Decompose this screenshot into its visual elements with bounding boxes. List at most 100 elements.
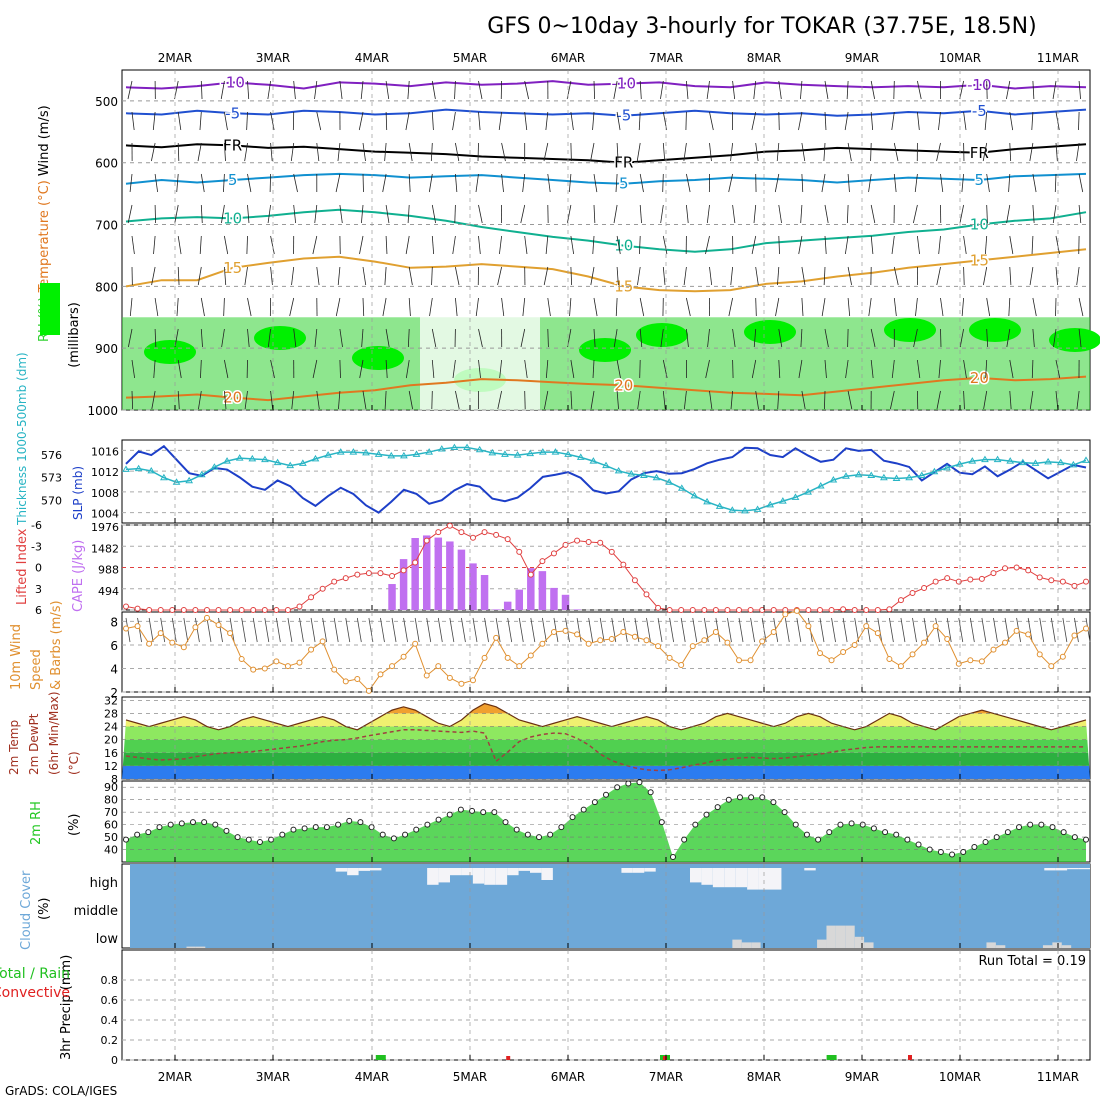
lifted-index-point xyxy=(967,576,974,583)
cloud-high-bar xyxy=(770,868,782,890)
cloud-high-bar xyxy=(427,868,439,885)
rh2m-point xyxy=(1049,824,1056,831)
lifted-index-point xyxy=(412,559,419,566)
rh2m-point xyxy=(480,809,487,816)
cloud-low-bar xyxy=(186,946,196,948)
wind-barb xyxy=(314,80,318,100)
wind-barb xyxy=(153,359,156,379)
wind-barb xyxy=(478,111,481,131)
rh2m-point xyxy=(725,796,732,803)
lifted-index-point xyxy=(770,607,777,613)
wind-barb xyxy=(501,297,505,317)
wind-barb xyxy=(177,359,182,379)
wind-barb xyxy=(384,390,387,410)
wind-barb xyxy=(917,111,920,131)
thickness-point xyxy=(589,457,598,464)
wind-barb xyxy=(206,617,212,643)
date-label-bottom: 4MAR xyxy=(355,1070,390,1084)
thickness-point xyxy=(690,491,699,499)
wind-barb xyxy=(870,142,872,162)
wind-speed-point xyxy=(585,640,592,647)
wind-barb xyxy=(197,266,202,286)
thickness-point xyxy=(475,445,484,453)
wind-barb xyxy=(800,204,803,224)
lifted-index-point xyxy=(712,607,719,613)
wind-barb xyxy=(382,297,387,317)
wind-barb xyxy=(637,390,641,410)
isotherm-line xyxy=(125,80,1087,90)
wind-speed-point xyxy=(423,672,430,679)
rh2m-point xyxy=(815,836,822,843)
wind-barb xyxy=(452,235,456,255)
wind-speed-point xyxy=(146,640,153,647)
precip-tick-label: 0.6 xyxy=(101,994,119,1007)
wind-barb xyxy=(870,111,874,131)
thickness-point xyxy=(943,463,951,471)
wind-barb xyxy=(1055,235,1060,255)
lifted-index-point xyxy=(921,585,928,592)
cloud-high-bar xyxy=(507,868,519,876)
wind-barb xyxy=(455,173,458,193)
wind-barb xyxy=(593,297,598,317)
wind-barb xyxy=(223,297,225,317)
lifted-index-point xyxy=(308,594,315,601)
wind-barb xyxy=(800,328,803,348)
wind-barb xyxy=(270,111,275,131)
wind-barb xyxy=(709,390,713,410)
wind-barb xyxy=(751,111,757,131)
rh2m-point xyxy=(435,816,442,823)
cape-bar xyxy=(422,535,431,610)
wind-barb xyxy=(200,173,205,193)
rh2m-point xyxy=(1038,821,1045,828)
wind-barb xyxy=(900,617,906,643)
lifted-index-point xyxy=(736,607,743,613)
wind-barb xyxy=(751,359,757,379)
date-label-top: 4MAR xyxy=(355,51,390,65)
rh2m-point xyxy=(714,804,721,811)
wind-barb xyxy=(452,359,456,379)
thickness-point xyxy=(652,473,661,481)
wind-barb xyxy=(547,328,549,348)
wind-speed-point xyxy=(435,663,442,670)
wind-barb xyxy=(913,328,918,348)
isotherm-label: 10 xyxy=(223,209,242,227)
wind-barb xyxy=(290,142,295,162)
wind-barb xyxy=(669,617,675,643)
lifted-tick-label: 0 xyxy=(35,562,42,575)
wind-barb xyxy=(738,617,744,643)
lifted-index-point xyxy=(886,606,893,613)
thickness-point xyxy=(816,482,825,489)
wind-barb xyxy=(431,204,436,224)
lifted-index-point xyxy=(666,607,673,613)
date-label-bottom: 5MAR xyxy=(453,1070,488,1084)
thickness-point xyxy=(880,473,888,481)
lifted-axis-label: Lifted Index xyxy=(15,528,30,605)
wind-barb xyxy=(200,204,203,224)
wind-barb xyxy=(221,328,225,348)
wind-barb xyxy=(801,297,804,317)
wind-barb xyxy=(337,266,341,286)
wind-speed-point xyxy=(678,661,685,668)
thickness-point xyxy=(677,484,686,491)
wind-barb xyxy=(983,390,988,410)
thickness-point xyxy=(235,454,244,461)
wind-barb xyxy=(380,617,385,643)
thickness-point xyxy=(349,448,358,455)
temp-axis-label: (°C) xyxy=(67,751,81,775)
wind-barb xyxy=(499,359,502,379)
wind-barb xyxy=(683,390,687,410)
wind-speed-point xyxy=(493,634,500,641)
wind-barb xyxy=(590,390,595,410)
rh2m-point xyxy=(1060,829,1067,836)
wind-barb xyxy=(541,617,547,643)
cloud-high-bar xyxy=(1067,868,1079,870)
lifted-index-point xyxy=(747,607,754,613)
wind-barb xyxy=(1006,80,1011,100)
wind-barb xyxy=(616,142,619,162)
wind-speed-point xyxy=(227,630,234,637)
wind-barb xyxy=(338,390,341,410)
slp-tick-label: 1012 xyxy=(91,466,119,479)
wind-barb xyxy=(495,617,501,643)
wind-barb xyxy=(431,328,437,348)
rh2m-point xyxy=(524,831,531,838)
